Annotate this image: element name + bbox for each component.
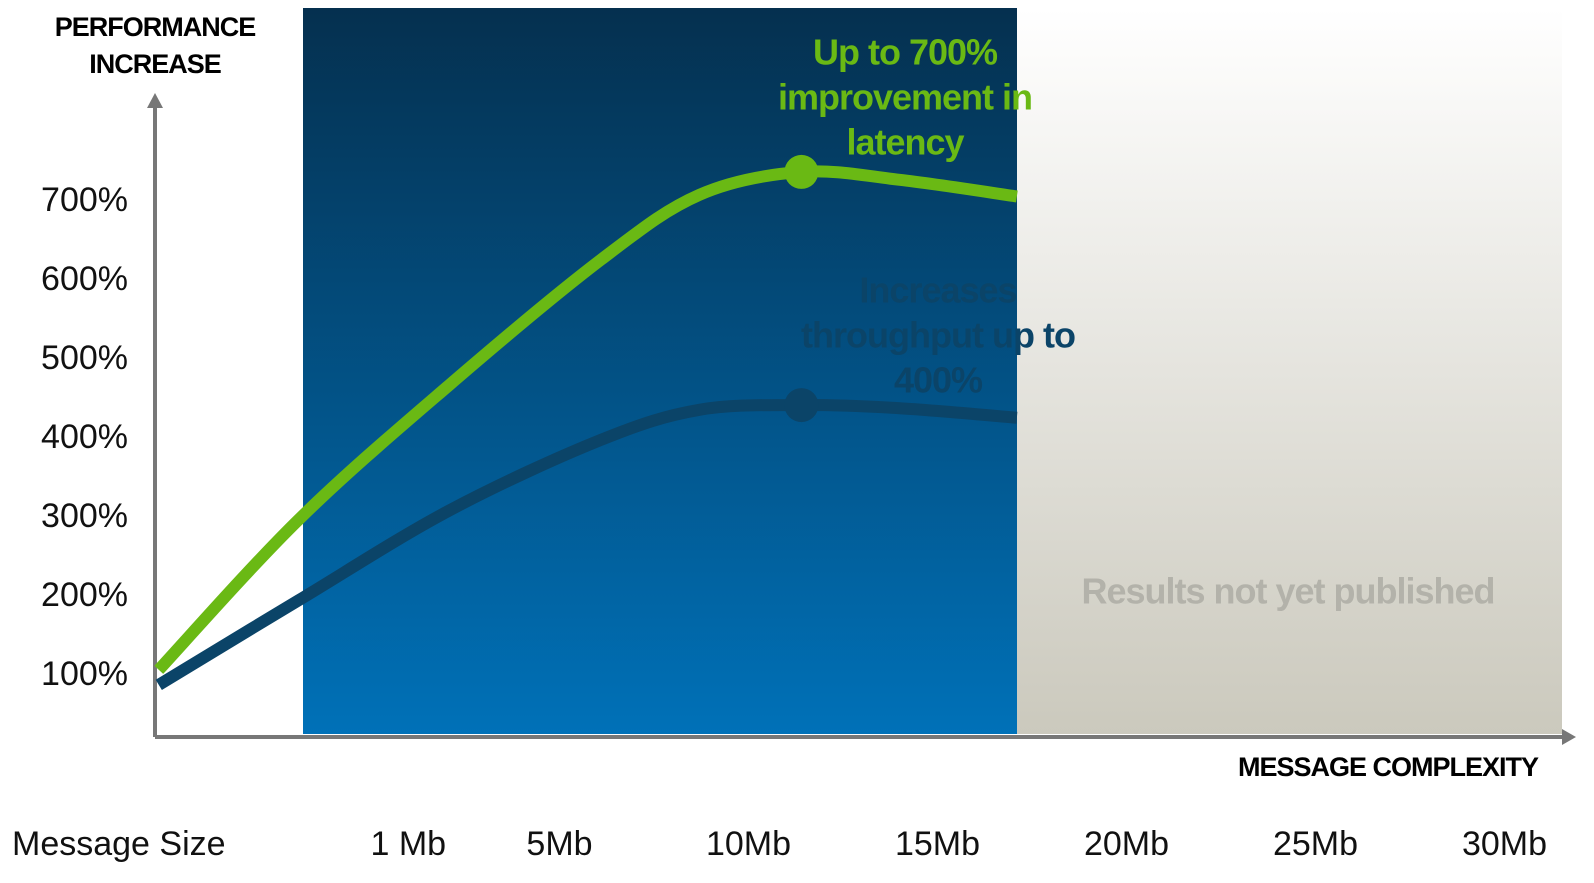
x-tick-label: 5Mb bbox=[526, 825, 592, 863]
annotation: improvement in bbox=[778, 77, 1032, 118]
x-tick-label: 1 Mb bbox=[370, 825, 446, 863]
y-tick-label: 100% bbox=[41, 655, 128, 693]
annotation: 400% bbox=[894, 360, 983, 401]
y-axis-arrow bbox=[147, 93, 163, 108]
x-tick-label: 30Mb bbox=[1462, 825, 1547, 863]
unpublished-region bbox=[1017, 8, 1562, 734]
x-tick-label: 10Mb bbox=[706, 825, 791, 863]
y-tick-label: 500% bbox=[41, 339, 128, 377]
tested-region bbox=[303, 8, 1017, 734]
y-tick-label: 400% bbox=[41, 418, 128, 456]
y-tick-label: 300% bbox=[41, 497, 128, 535]
annotation: latency bbox=[846, 122, 964, 163]
x-tick-label: 15Mb bbox=[895, 825, 980, 863]
peak-marker bbox=[784, 154, 819, 189]
x-title: MESSAGE COMPLEXITY bbox=[1238, 752, 1539, 782]
annotation: Results not yet published bbox=[1081, 571, 1494, 612]
y-tick-label: 700% bbox=[41, 181, 128, 219]
peak-marker bbox=[784, 388, 819, 423]
annotation: Up to 700% bbox=[813, 32, 998, 73]
series-line bbox=[155, 399, 1018, 690]
annotation: throughput up to bbox=[801, 315, 1075, 356]
y-title: PERFORMANCE bbox=[55, 12, 256, 42]
y-tick-label: 200% bbox=[41, 576, 128, 614]
x-axis-arrow bbox=[1562, 729, 1576, 745]
y-tick-label: 600% bbox=[41, 260, 128, 298]
x-row-title: Message Size bbox=[12, 825, 226, 863]
y-title: INCREASE bbox=[89, 49, 221, 79]
annotation: Increases bbox=[859, 270, 1016, 311]
x-tick-label: 20Mb bbox=[1084, 825, 1169, 863]
x-tick-label: 25Mb bbox=[1273, 825, 1358, 863]
series-line bbox=[154, 165, 1018, 674]
